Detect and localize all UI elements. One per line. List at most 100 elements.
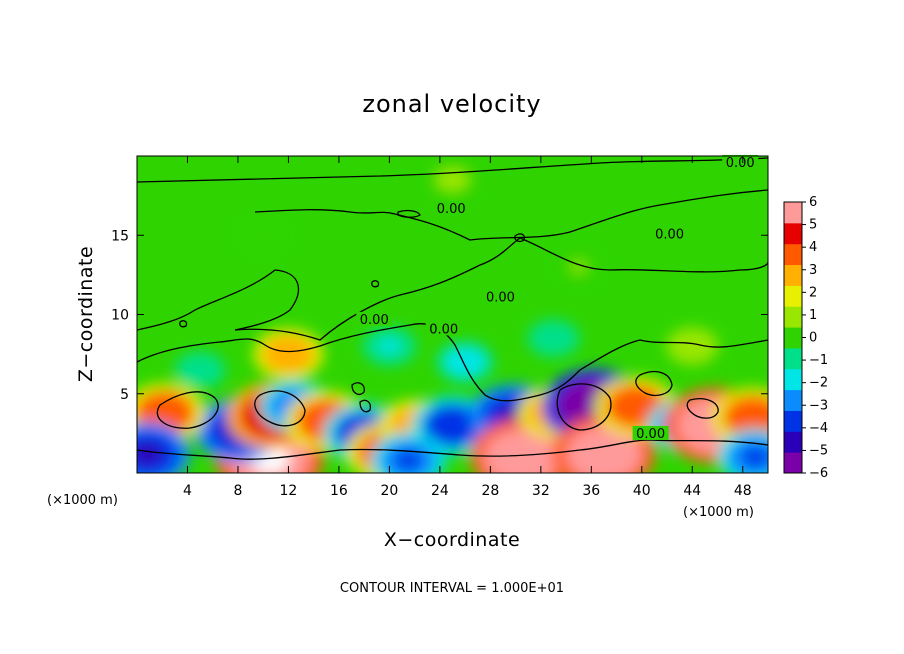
contour-interval-note: CONTOUR INTERVAL = 1.000E+01 bbox=[340, 581, 564, 596]
colorbar-tick-label: −3 bbox=[809, 398, 828, 413]
colorbar-swatch bbox=[784, 285, 802, 307]
contour-loop-g bbox=[514, 233, 526, 243]
x-tick-label: 12 bbox=[280, 483, 298, 499]
x-tick-label: 24 bbox=[431, 483, 449, 499]
x-axis-ticks: 4 8 12 16 20 24 28 32 36 40 44 48 bbox=[183, 156, 752, 499]
colorbar-swatch bbox=[784, 202, 802, 224]
contour-labels: 0.00 0.00 0.00 0.00 0.00 0.00 0.00 bbox=[356, 154, 759, 442]
contour-line-mid bbox=[137, 237, 768, 341]
x-tick-label: 40 bbox=[633, 483, 651, 499]
colorbar-swatch bbox=[784, 452, 802, 474]
y-tick-label: 5 bbox=[120, 387, 129, 403]
x-axis-title: X−coordinate bbox=[384, 529, 520, 551]
y-axis-title: Z−coordinate bbox=[75, 246, 97, 382]
heat-cell-core bbox=[443, 173, 462, 186]
y-tick-label: 15 bbox=[111, 228, 129, 244]
x-tick-label: 32 bbox=[532, 483, 550, 499]
contour-loop-j bbox=[351, 382, 365, 396]
contour-loop-e bbox=[686, 398, 719, 419]
colorbar-tick-label: −4 bbox=[809, 421, 828, 436]
heat-cell-core bbox=[737, 406, 768, 429]
heat-cell-core bbox=[620, 395, 651, 418]
contour-loop-k bbox=[359, 399, 372, 413]
colorbar-tick-label: 4 bbox=[809, 240, 817, 255]
heat-cell-core bbox=[682, 339, 702, 354]
contour-loop-i bbox=[179, 320, 188, 328]
contour-loop-b bbox=[254, 390, 306, 427]
colorbar-tick-label: −2 bbox=[809, 376, 828, 391]
heat-cell-core bbox=[741, 446, 768, 468]
heat-cell-core bbox=[379, 338, 400, 354]
colorbar-swatch bbox=[784, 410, 802, 432]
colorbar-tick-label: 5 bbox=[809, 218, 817, 233]
colorbar-tick-label: 3 bbox=[809, 263, 817, 278]
x-unit-left: (×1000 m) bbox=[47, 493, 118, 508]
contour-label-bg bbox=[482, 289, 519, 304]
colorbar-swatch bbox=[784, 243, 802, 266]
colorbar-tick-label: −5 bbox=[809, 443, 828, 458]
colorbar-swatch bbox=[784, 368, 802, 391]
heat-cell-core bbox=[584, 439, 623, 468]
contour-line-lower bbox=[137, 323, 768, 402]
heat-cell-core bbox=[543, 331, 564, 346]
colorbar-swatch bbox=[784, 431, 802, 453]
x-tick-label: 20 bbox=[380, 483, 398, 499]
colorbar: 6 5 4 3 2 1 0 −1 −2 −3 −4 −5 −6 bbox=[783, 195, 828, 481]
contour-label: 0.00 bbox=[486, 291, 515, 306]
y-axis-ticks: 5 10 15 bbox=[111, 228, 768, 403]
heat-cell-core bbox=[394, 450, 423, 471]
plot-area: 0.00 0.00 0.00 0.00 0.00 0.00 0.00 bbox=[136, 154, 769, 474]
colorbar-swatch bbox=[784, 347, 802, 370]
zero-contours bbox=[137, 157, 768, 460]
contour-line-bottom bbox=[137, 439, 768, 460]
contour-label-bg bbox=[651, 226, 688, 241]
colorbar-swatch bbox=[784, 222, 802, 245]
colorbar-tick-label: 0 bbox=[809, 331, 817, 346]
heat-cell-core bbox=[137, 442, 164, 466]
heat-cell-core bbox=[437, 414, 468, 437]
x-tick-label: 44 bbox=[683, 483, 701, 499]
colorbar-tick-label: −6 bbox=[809, 466, 828, 481]
x-tick-label: 48 bbox=[734, 483, 752, 499]
x-tick-label: 16 bbox=[330, 483, 348, 499]
colorbar-tick-label: −1 bbox=[809, 353, 828, 368]
x-tick-label: 4 bbox=[183, 483, 192, 499]
colorbar-tick-label: 2 bbox=[809, 285, 817, 300]
contour-loop-c bbox=[556, 383, 612, 431]
colorbar-swatch bbox=[784, 327, 802, 349]
contour-label: 0.00 bbox=[360, 313, 389, 328]
colorbar-swatch bbox=[784, 264, 802, 286]
colorbar-swatch bbox=[784, 389, 802, 411]
colorbar-tick-label: 1 bbox=[809, 308, 817, 323]
contour-label-bg bbox=[433, 200, 470, 215]
contour-line-top bbox=[137, 157, 768, 183]
contour-label: 0.00 bbox=[437, 202, 466, 217]
heat-cell-core bbox=[570, 261, 587, 273]
contour-label-bg bbox=[425, 321, 462, 336]
contour-label: 0.00 bbox=[655, 227, 684, 242]
contour-label: 0.00 bbox=[726, 156, 755, 171]
contour-loop-d bbox=[635, 371, 673, 396]
heat-cell-core bbox=[454, 354, 476, 370]
heatmap-field bbox=[137, 163, 768, 473]
heat-cell-core bbox=[149, 401, 180, 424]
x-tick-label: 8 bbox=[233, 483, 242, 499]
contour-loop-a bbox=[156, 391, 219, 429]
x-tick-label: 28 bbox=[481, 483, 499, 499]
contour-line-upper bbox=[254, 189, 768, 241]
contour-label-bg bbox=[356, 311, 393, 326]
contour-loop-h bbox=[371, 280, 380, 288]
contour-label: 0.00 bbox=[429, 322, 458, 337]
heat-cell-core bbox=[190, 363, 210, 377]
x-tick-label: 36 bbox=[582, 483, 600, 499]
contour-label-bg bbox=[722, 154, 759, 169]
contour-label: 0.00 bbox=[636, 427, 665, 442]
heat-cell-core bbox=[275, 344, 302, 364]
contour-label-bg bbox=[632, 425, 669, 440]
chart-title: zonal velocity bbox=[362, 90, 541, 118]
x-unit-right: (×1000 m) bbox=[683, 505, 754, 520]
heat-cell-core bbox=[255, 229, 271, 241]
contour-loop-f bbox=[397, 209, 421, 218]
colorbar-ticks: 6 5 4 3 2 1 0 −1 −2 −3 −4 −5 −6 bbox=[802, 195, 828, 481]
